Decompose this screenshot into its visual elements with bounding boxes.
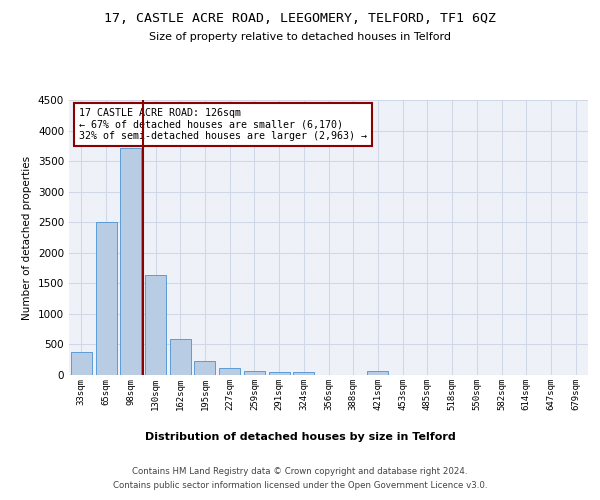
Bar	[194, 361, 215, 375]
Text: Size of property relative to detached houses in Telford: Size of property relative to detached ho…	[149, 32, 451, 42]
Text: Contains public sector information licensed under the Open Government Licence v3: Contains public sector information licen…	[113, 481, 487, 490]
Bar	[120, 148, 141, 375]
Bar	[244, 371, 265, 375]
Bar	[293, 372, 314, 375]
Bar	[269, 372, 290, 375]
Text: 17 CASTLE ACRE ROAD: 126sqm
← 67% of detached houses are smaller (6,170)
32% of : 17 CASTLE ACRE ROAD: 126sqm ← 67% of det…	[79, 108, 367, 142]
Bar	[219, 368, 240, 375]
Bar	[367, 372, 388, 375]
Bar	[71, 352, 92, 375]
Bar	[145, 276, 166, 375]
Bar	[170, 339, 191, 375]
Text: Distribution of detached houses by size in Telford: Distribution of detached houses by size …	[145, 432, 455, 442]
Text: Contains HM Land Registry data © Crown copyright and database right 2024.: Contains HM Land Registry data © Crown c…	[132, 468, 468, 476]
Text: 17, CASTLE ACRE ROAD, LEEGOMERY, TELFORD, TF1 6QZ: 17, CASTLE ACRE ROAD, LEEGOMERY, TELFORD…	[104, 12, 496, 26]
Y-axis label: Number of detached properties: Number of detached properties	[22, 156, 32, 320]
Bar	[95, 222, 116, 375]
